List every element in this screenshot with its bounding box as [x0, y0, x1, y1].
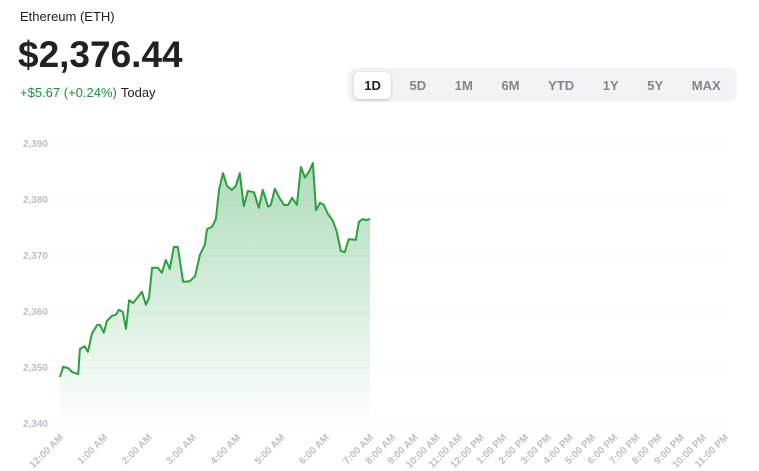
range-tab[interactable]: 1D: [354, 71, 391, 99]
x-tick-label: 1:00 AM: [76, 432, 111, 467]
y-tick-label: 2,390: [23, 139, 48, 150]
range-tab[interactable]: YTD: [548, 77, 575, 93]
y-tick-label: 2,380: [23, 195, 48, 206]
x-tick-label: 5:00 AM: [253, 432, 288, 467]
range-tab[interactable]: 6M: [501, 77, 520, 93]
y-tick-label: 2,340: [23, 419, 48, 430]
period: Today: [120, 85, 156, 100]
x-tick-label: 2:00 AM: [120, 432, 155, 467]
y-tick-label: 2,360: [23, 307, 48, 318]
range-tab[interactable]: MAX: [691, 77, 721, 93]
x-tick-label: 3:00 AM: [164, 432, 199, 467]
y-tick-label: 2,350: [23, 363, 48, 374]
x-tick-label: 4:00 AM: [209, 432, 244, 467]
range-tab[interactable]: 5Y: [647, 77, 664, 93]
range-tab[interactable]: 5D: [409, 77, 427, 93]
price: $2,376.44: [18, 34, 183, 75]
change-row: +$5.67 (+0.24%) Today: [20, 85, 156, 100]
change: +$5.67 (+0.24%): [20, 85, 117, 100]
area: [60, 163, 370, 416]
range-tabs: 1D 5D 1M 6M YTD 1Y 5Y MAX: [348, 68, 737, 102]
y-tick-label: 2,370: [23, 251, 48, 262]
range-tab[interactable]: 1Y: [602, 77, 619, 93]
x-tick-label: 6:00 AM: [297, 432, 332, 467]
range-tab[interactable]: 1M: [454, 77, 473, 93]
asset-name: Ethereum (ETH): [20, 9, 115, 24]
price-line: [59, 162, 371, 378]
x-tick-label: 12:00 AM: [28, 432, 67, 471]
